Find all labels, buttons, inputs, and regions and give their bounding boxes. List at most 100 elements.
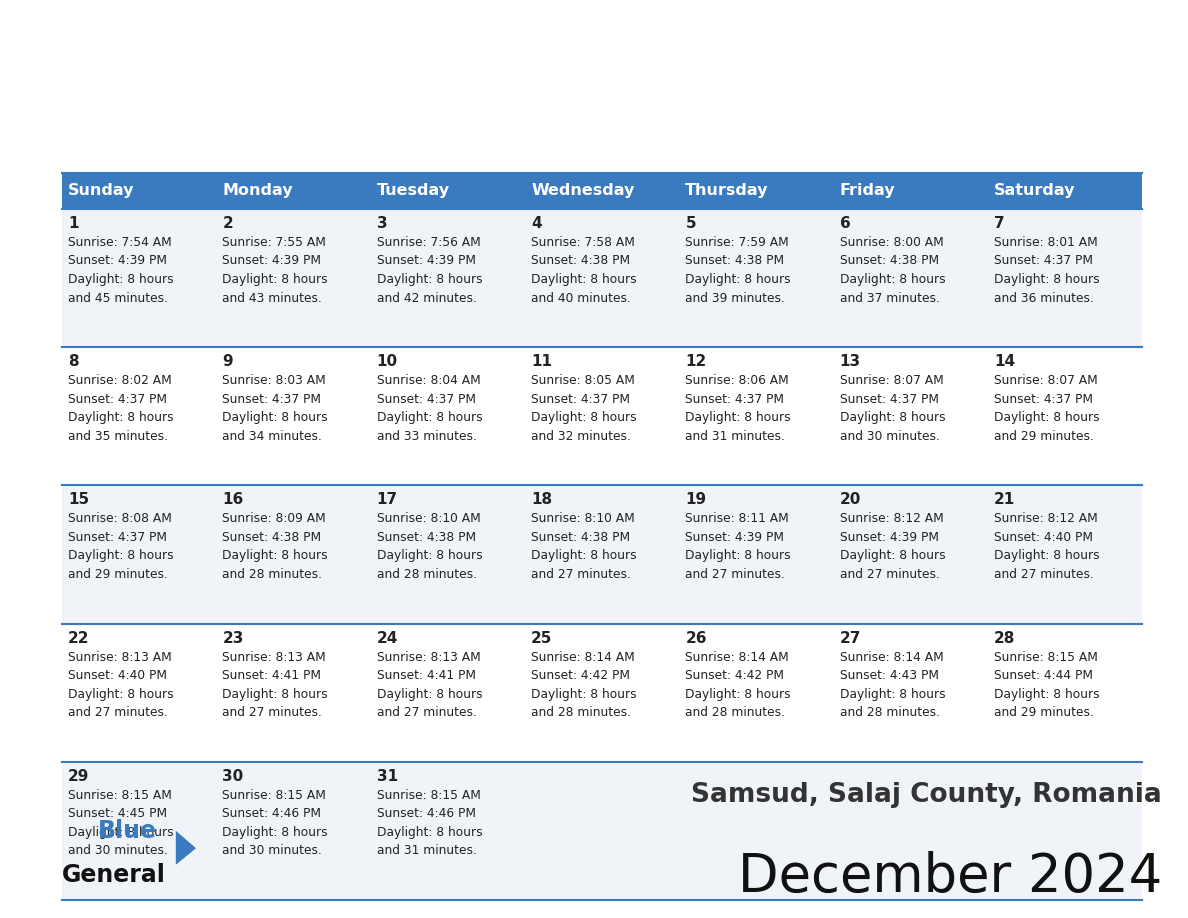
- Text: Friday: Friday: [840, 184, 896, 198]
- Text: 9: 9: [222, 354, 233, 369]
- Text: and 28 minutes.: and 28 minutes.: [685, 706, 785, 719]
- Text: General: General: [62, 863, 165, 887]
- Text: Sunrise: 7:55 AM: Sunrise: 7:55 AM: [222, 236, 327, 249]
- Text: Sunrise: 8:15 AM: Sunrise: 8:15 AM: [377, 789, 481, 801]
- Text: 15: 15: [68, 492, 89, 508]
- Text: 3: 3: [377, 216, 387, 231]
- Text: Daylight: 8 hours: Daylight: 8 hours: [685, 273, 791, 286]
- Text: Sunset: 4:37 PM: Sunset: 4:37 PM: [685, 393, 784, 406]
- Text: and 28 minutes.: and 28 minutes.: [222, 568, 322, 581]
- Text: Daylight: 8 hours: Daylight: 8 hours: [685, 688, 791, 700]
- Text: Saturday: Saturday: [994, 184, 1075, 198]
- Text: Sunset: 4:42 PM: Sunset: 4:42 PM: [685, 669, 784, 682]
- Text: Sunrise: 8:07 AM: Sunrise: 8:07 AM: [994, 375, 1098, 387]
- Text: 25: 25: [531, 631, 552, 645]
- Text: and 30 minutes.: and 30 minutes.: [840, 430, 940, 442]
- Text: Sunset: 4:40 PM: Sunset: 4:40 PM: [994, 531, 1093, 543]
- Text: Sunset: 4:37 PM: Sunset: 4:37 PM: [68, 393, 168, 406]
- Text: 31: 31: [377, 768, 398, 784]
- Text: and 40 minutes.: and 40 minutes.: [531, 292, 631, 305]
- Text: Sunrise: 8:10 AM: Sunrise: 8:10 AM: [531, 512, 634, 525]
- Text: Sunset: 4:37 PM: Sunset: 4:37 PM: [840, 393, 939, 406]
- Text: Daylight: 8 hours: Daylight: 8 hours: [222, 411, 328, 424]
- Text: Sunset: 4:39 PM: Sunset: 4:39 PM: [377, 254, 475, 267]
- Text: Sunset: 4:39 PM: Sunset: 4:39 PM: [840, 531, 939, 543]
- Text: Sunset: 4:39 PM: Sunset: 4:39 PM: [685, 531, 784, 543]
- Text: Sunrise: 8:07 AM: Sunrise: 8:07 AM: [840, 375, 943, 387]
- Text: Daylight: 8 hours: Daylight: 8 hours: [377, 826, 482, 839]
- Text: Sunrise: 7:59 AM: Sunrise: 7:59 AM: [685, 236, 789, 249]
- Text: Sunset: 4:37 PM: Sunset: 4:37 PM: [531, 393, 630, 406]
- Text: Sunrise: 7:58 AM: Sunrise: 7:58 AM: [531, 236, 634, 249]
- Text: Sunrise: 7:56 AM: Sunrise: 7:56 AM: [377, 236, 480, 249]
- Text: and 28 minutes.: and 28 minutes.: [840, 706, 940, 719]
- Text: Sunset: 4:44 PM: Sunset: 4:44 PM: [994, 669, 1093, 682]
- Text: Sunset: 4:41 PM: Sunset: 4:41 PM: [377, 669, 475, 682]
- Text: Daylight: 8 hours: Daylight: 8 hours: [531, 688, 637, 700]
- Text: Daylight: 8 hours: Daylight: 8 hours: [840, 411, 946, 424]
- Text: Sunset: 4:39 PM: Sunset: 4:39 PM: [222, 254, 322, 267]
- Text: 8: 8: [68, 354, 78, 369]
- Text: Daylight: 8 hours: Daylight: 8 hours: [531, 273, 637, 286]
- Text: 19: 19: [685, 492, 707, 508]
- Text: Sunrise: 8:12 AM: Sunrise: 8:12 AM: [840, 512, 943, 525]
- Text: Sunset: 4:42 PM: Sunset: 4:42 PM: [531, 669, 630, 682]
- Text: 2: 2: [222, 216, 233, 231]
- Text: Sunrise: 8:10 AM: Sunrise: 8:10 AM: [377, 512, 480, 525]
- Text: Monday: Monday: [222, 184, 293, 198]
- Text: Daylight: 8 hours: Daylight: 8 hours: [840, 549, 946, 563]
- Text: Sunrise: 8:06 AM: Sunrise: 8:06 AM: [685, 375, 789, 387]
- Bar: [62, 347, 1142, 486]
- Text: 21: 21: [994, 492, 1015, 508]
- Text: Sunrise: 8:15 AM: Sunrise: 8:15 AM: [994, 651, 1098, 664]
- Text: Sunset: 4:37 PM: Sunset: 4:37 PM: [994, 393, 1093, 406]
- Text: 12: 12: [685, 354, 707, 369]
- Text: Sunrise: 8:01 AM: Sunrise: 8:01 AM: [994, 236, 1098, 249]
- Text: Daylight: 8 hours: Daylight: 8 hours: [222, 688, 328, 700]
- Text: 24: 24: [377, 631, 398, 645]
- Text: and 31 minutes.: and 31 minutes.: [685, 430, 785, 442]
- Text: Sunrise: 8:04 AM: Sunrise: 8:04 AM: [377, 375, 480, 387]
- Text: and 45 minutes.: and 45 minutes.: [68, 292, 169, 305]
- Text: Daylight: 8 hours: Daylight: 8 hours: [685, 549, 791, 563]
- Text: and 28 minutes.: and 28 minutes.: [531, 706, 631, 719]
- Text: 17: 17: [377, 492, 398, 508]
- Text: 29: 29: [68, 768, 89, 784]
- Text: 4: 4: [531, 216, 542, 231]
- Text: and 35 minutes.: and 35 minutes.: [68, 430, 169, 442]
- Text: and 42 minutes.: and 42 minutes.: [377, 292, 476, 305]
- Text: Sunrise: 8:12 AM: Sunrise: 8:12 AM: [994, 512, 1098, 525]
- Text: 13: 13: [840, 354, 861, 369]
- Text: Daylight: 8 hours: Daylight: 8 hours: [531, 411, 637, 424]
- Text: Daylight: 8 hours: Daylight: 8 hours: [994, 688, 1100, 700]
- Text: Sunrise: 8:13 AM: Sunrise: 8:13 AM: [377, 651, 480, 664]
- Bar: [62, 486, 1142, 623]
- Text: Daylight: 8 hours: Daylight: 8 hours: [377, 688, 482, 700]
- Text: Daylight: 8 hours: Daylight: 8 hours: [377, 411, 482, 424]
- Text: and 27 minutes.: and 27 minutes.: [994, 568, 1094, 581]
- Text: Sunset: 4:43 PM: Sunset: 4:43 PM: [840, 669, 939, 682]
- Bar: [62, 623, 1142, 762]
- Text: Tuesday: Tuesday: [377, 184, 450, 198]
- Text: and 27 minutes.: and 27 minutes.: [68, 706, 168, 719]
- Text: Sunset: 4:38 PM: Sunset: 4:38 PM: [531, 531, 630, 543]
- Text: Sunday: Sunday: [68, 184, 134, 198]
- Text: Daylight: 8 hours: Daylight: 8 hours: [531, 549, 637, 563]
- Text: Daylight: 8 hours: Daylight: 8 hours: [994, 411, 1100, 424]
- Text: 6: 6: [840, 216, 851, 231]
- Text: Daylight: 8 hours: Daylight: 8 hours: [68, 273, 173, 286]
- Text: Sunrise: 8:11 AM: Sunrise: 8:11 AM: [685, 512, 789, 525]
- Bar: [62, 173, 1142, 209]
- Text: 7: 7: [994, 216, 1005, 231]
- Text: Daylight: 8 hours: Daylight: 8 hours: [222, 826, 328, 839]
- Text: and 27 minutes.: and 27 minutes.: [840, 568, 940, 581]
- Text: 10: 10: [377, 354, 398, 369]
- Text: Sunrise: 7:54 AM: Sunrise: 7:54 AM: [68, 236, 172, 249]
- Text: Sunset: 4:38 PM: Sunset: 4:38 PM: [222, 531, 322, 543]
- Text: and 27 minutes.: and 27 minutes.: [377, 706, 476, 719]
- Text: and 33 minutes.: and 33 minutes.: [377, 430, 476, 442]
- Text: Sunrise: 8:05 AM: Sunrise: 8:05 AM: [531, 375, 634, 387]
- Text: Wednesday: Wednesday: [531, 184, 634, 198]
- Text: Sunset: 4:39 PM: Sunset: 4:39 PM: [68, 254, 168, 267]
- Text: Daylight: 8 hours: Daylight: 8 hours: [222, 273, 328, 286]
